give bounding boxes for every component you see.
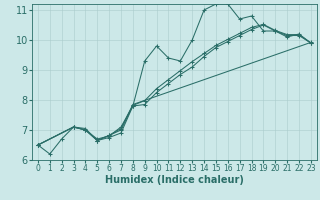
X-axis label: Humidex (Indice chaleur): Humidex (Indice chaleur) <box>105 175 244 185</box>
